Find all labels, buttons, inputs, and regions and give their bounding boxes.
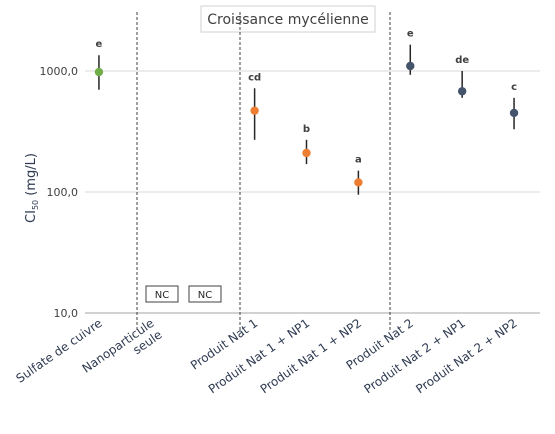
y-axis-label: CI50 (mg/L) <box>24 153 40 223</box>
data-point <box>250 106 259 115</box>
significance-letter: de <box>455 55 469 66</box>
nc-box: NC <box>188 285 222 303</box>
y-axis-label-rest: (mg/L) <box>24 153 39 200</box>
data-point <box>406 61 415 71</box>
data-point <box>457 87 467 96</box>
data-point <box>94 67 104 77</box>
chart-title-box <box>200 5 376 33</box>
data-point-group: e <box>406 29 415 75</box>
axis-layer: 10,0 100,0 1000,0 <box>40 65 540 320</box>
y-tick-label: 1000,0 <box>40 65 79 78</box>
nc-layer: NC NC <box>145 285 222 303</box>
y-axis-label-main: CI <box>24 210 39 223</box>
data-point <box>509 108 519 118</box>
significance-letter: e <box>96 39 103 50</box>
nc-box: NC <box>145 285 179 303</box>
separator-layer <box>136 12 391 330</box>
nc-label: NC <box>155 290 169 301</box>
significance-letter: cd <box>248 72 261 83</box>
data-point-group: cd <box>248 72 261 140</box>
y-axis-label-sub: 50 <box>31 200 40 210</box>
nc-label: NC <box>198 290 212 301</box>
data-point-group: de <box>455 55 469 98</box>
data-point-group: b <box>302 124 311 165</box>
data-point <box>302 148 311 158</box>
nc-box-frame <box>188 285 222 303</box>
significance-letter: b <box>303 124 310 135</box>
y-tick-label: 10,0 <box>54 307 79 320</box>
points-layer: e cd b a e de c <box>94 29 519 195</box>
data-point <box>354 178 363 187</box>
significance-letter: e <box>407 29 414 40</box>
significance-letter: c <box>511 82 517 93</box>
y-tick-label: 100,0 <box>47 186 79 199</box>
significance-letter: a <box>355 155 362 166</box>
data-point-group: e <box>94 39 104 90</box>
chart-title: Croissance mycélienne <box>207 12 368 28</box>
data-point-group: a <box>354 155 363 195</box>
data-point-group: c <box>509 82 519 130</box>
nc-box-frame <box>145 285 179 303</box>
